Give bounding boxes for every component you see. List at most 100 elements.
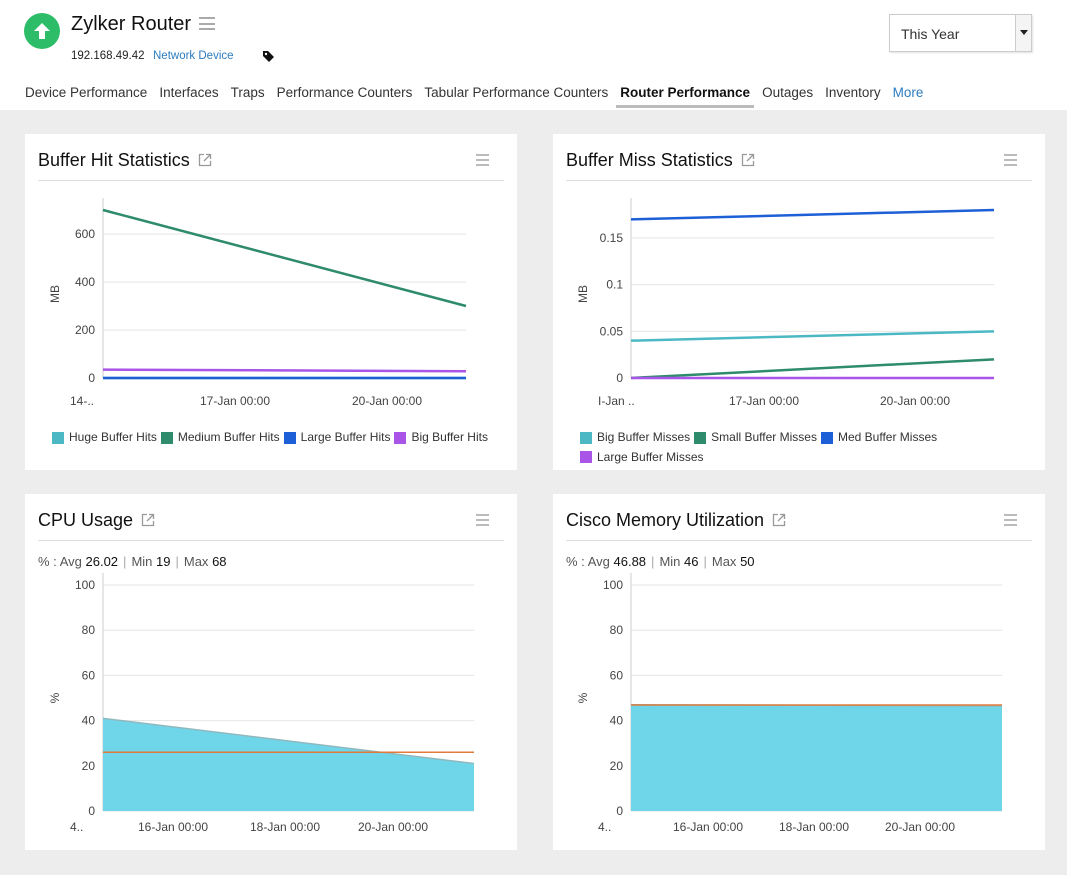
legend-swatch [394, 431, 407, 444]
tab-interfaces[interactable]: Interfaces [159, 85, 219, 100]
y-tick-label: 0.15 [600, 231, 624, 245]
series-line [102, 368, 467, 373]
card-title: Buffer Hit Statistics [38, 150, 190, 170]
card-menu-icon[interactable] [476, 154, 489, 169]
divider [38, 540, 504, 541]
x-tick-label: 16-Jan 00:00 [673, 820, 743, 834]
device-header: Zylker Router 192.168.49.42 Network Devi… [0, 0, 1067, 110]
legend-swatch [52, 431, 64, 444]
buffer-hit-chart: 0 200 400 600 MB 14-.. 17-Jan 00:00 20-Jan 00:0… [48, 198, 467, 408]
min-value: 19 [156, 554, 171, 569]
tab-more[interactable]: More [892, 85, 924, 100]
x-tick-label: 20-Jan 00:00 [885, 820, 955, 834]
y-tick-label: 0 [88, 804, 95, 818]
tag-icon[interactable] [262, 50, 275, 68]
external-link-icon[interactable] [741, 153, 755, 172]
legend-item[interactable]: Big Buffer Hits [394, 429, 488, 446]
card-title: CPU Usage [38, 510, 134, 530]
y-tick-label: 60 [610, 668, 624, 682]
device-menu-icon[interactable] [199, 17, 215, 30]
memory-utilization-chart: 0 20 40 60 80 100% 4.. 16-Jan 00:00 18-Jan 00:00… [576, 573, 1003, 834]
max-value: 68 [212, 554, 227, 569]
avg-value: 46.88 [613, 554, 647, 569]
legend-swatch [580, 451, 592, 463]
card-menu-icon[interactable] [1004, 514, 1017, 529]
legend-item[interactable]: Large Buffer Hits [283, 429, 391, 446]
tab-inventory[interactable]: Inventory [825, 85, 881, 100]
y-axis-label: % [48, 692, 62, 703]
y-axis-label: % [576, 692, 590, 703]
y-tick-label: 40 [610, 714, 624, 728]
device-name: Zylker Router [71, 13, 192, 35]
card-menu-icon[interactable] [476, 514, 489, 529]
series-line [102, 208, 467, 308]
chart-legend: Big Buffer Misses Small Buffer Misses Med … [580, 429, 1020, 468]
x-tick-label: 20-Jan 00:00 [358, 820, 428, 834]
x-tick-label: 4.. [598, 820, 611, 834]
x-tick-label: I-Jan .. [598, 394, 635, 408]
y-tick-label: 80 [82, 623, 96, 637]
legend-item[interactable]: Small Buffer Misses [694, 429, 817, 446]
y-tick-label: 200 [75, 323, 95, 337]
buffer-miss-chart: 0 0.05 0.1 0.15 MB I-Jan .. 17-Jan 00:00 20-Jan… [576, 198, 995, 408]
y-tick-label: 40 [82, 714, 96, 728]
tab-device-performance[interactable]: Device Performance [25, 85, 148, 100]
legend-item[interactable]: Big Buffer Misses [580, 429, 690, 446]
tab-performance-counters[interactable]: Performance Counters [276, 85, 413, 100]
tab-tabular-performance-counters[interactable]: Tabular Performance Counters [424, 85, 609, 100]
x-tick-label: 16-Jan 00:00 [138, 820, 208, 834]
tab-router-performance[interactable]: Router Performance [616, 85, 755, 108]
card-title: Cisco Memory Utilization [566, 510, 765, 530]
x-tick-label: 18-Jan 00:00 [779, 820, 849, 834]
x-tick-label: 17-Jan 00:00 [729, 394, 799, 408]
series-line [630, 358, 995, 380]
x-tick-label: 18-Jan 00:00 [250, 820, 320, 834]
device-type-link[interactable]: Network Device [153, 50, 234, 62]
status-up-icon [24, 13, 60, 49]
period-select-value: This Year [901, 26, 960, 42]
legend-label: Huge Buffer Hits [69, 430, 157, 444]
y-tick-label: 100 [603, 578, 623, 592]
y-tick-label: 0.05 [600, 324, 624, 338]
legend-swatch [820, 431, 833, 444]
card-menu-icon[interactable] [1004, 154, 1017, 169]
area-fill [103, 718, 474, 811]
divider [566, 540, 1032, 541]
legend-item[interactable]: Medium Buffer Hits [160, 429, 280, 446]
buffer-miss-card: Buffer Miss Statistics 0 0.05 0.1 0.15 MB I-J… [553, 134, 1045, 470]
memory-stats: % : Avg 46.88 | Min 46 | Max 50 [566, 554, 755, 569]
legend-label: Small Buffer Misses [711, 430, 817, 444]
tab-bar: Device Performance Interfaces Traps Perform… [25, 84, 935, 110]
legend-label: Large Buffer Misses [597, 449, 704, 464]
max-value: 50 [740, 554, 755, 569]
period-select[interactable]: This Year [889, 14, 1032, 52]
legend-item[interactable]: Large Buffer Misses [580, 449, 704, 466]
tab-outages[interactable]: Outages [762, 85, 814, 100]
legend-item[interactable]: Huge Buffer Hits [52, 429, 157, 446]
external-link-icon[interactable] [141, 513, 155, 532]
cpu-usage-chart: 0 20 40 60 80 100% 4.. 16-Jan 00:00 18-Jan 00:00… [48, 573, 475, 834]
avg-label: Avg [59, 554, 82, 569]
external-link-icon[interactable] [198, 153, 212, 172]
legend-label: Large Buffer Hits [300, 430, 391, 444]
y-tick-label: 0 [88, 371, 95, 385]
series-line [630, 330, 995, 342]
cpu-stats: % : Avg 26.02 | Min 19 | Max 68 [38, 554, 227, 569]
legend-swatch [580, 431, 592, 444]
x-tick-label: 14-.. [70, 394, 94, 408]
legend-swatch [283, 431, 296, 444]
area-fill [631, 704, 1002, 811]
legend-label: Med Buffer Misses [837, 430, 938, 444]
chevron-down-icon[interactable] [1015, 15, 1031, 51]
chart-legend: Huge Buffer Hits Medium Buffer Hits Large … [52, 429, 492, 449]
external-link-icon[interactable] [772, 513, 786, 532]
tab-traps[interactable]: Traps [230, 85, 265, 100]
legend-label: Big Buffer Misses [597, 430, 691, 444]
y-axis-label: MB [48, 285, 62, 303]
min-label: Min [131, 554, 153, 569]
x-tick-label: 17-Jan 00:00 [200, 394, 270, 408]
x-tick-label: 4.. [70, 820, 83, 834]
min-label: Min [659, 554, 681, 569]
y-axis-label: MB [576, 285, 590, 303]
legend-item[interactable]: Med Buffer Misses [820, 429, 938, 446]
